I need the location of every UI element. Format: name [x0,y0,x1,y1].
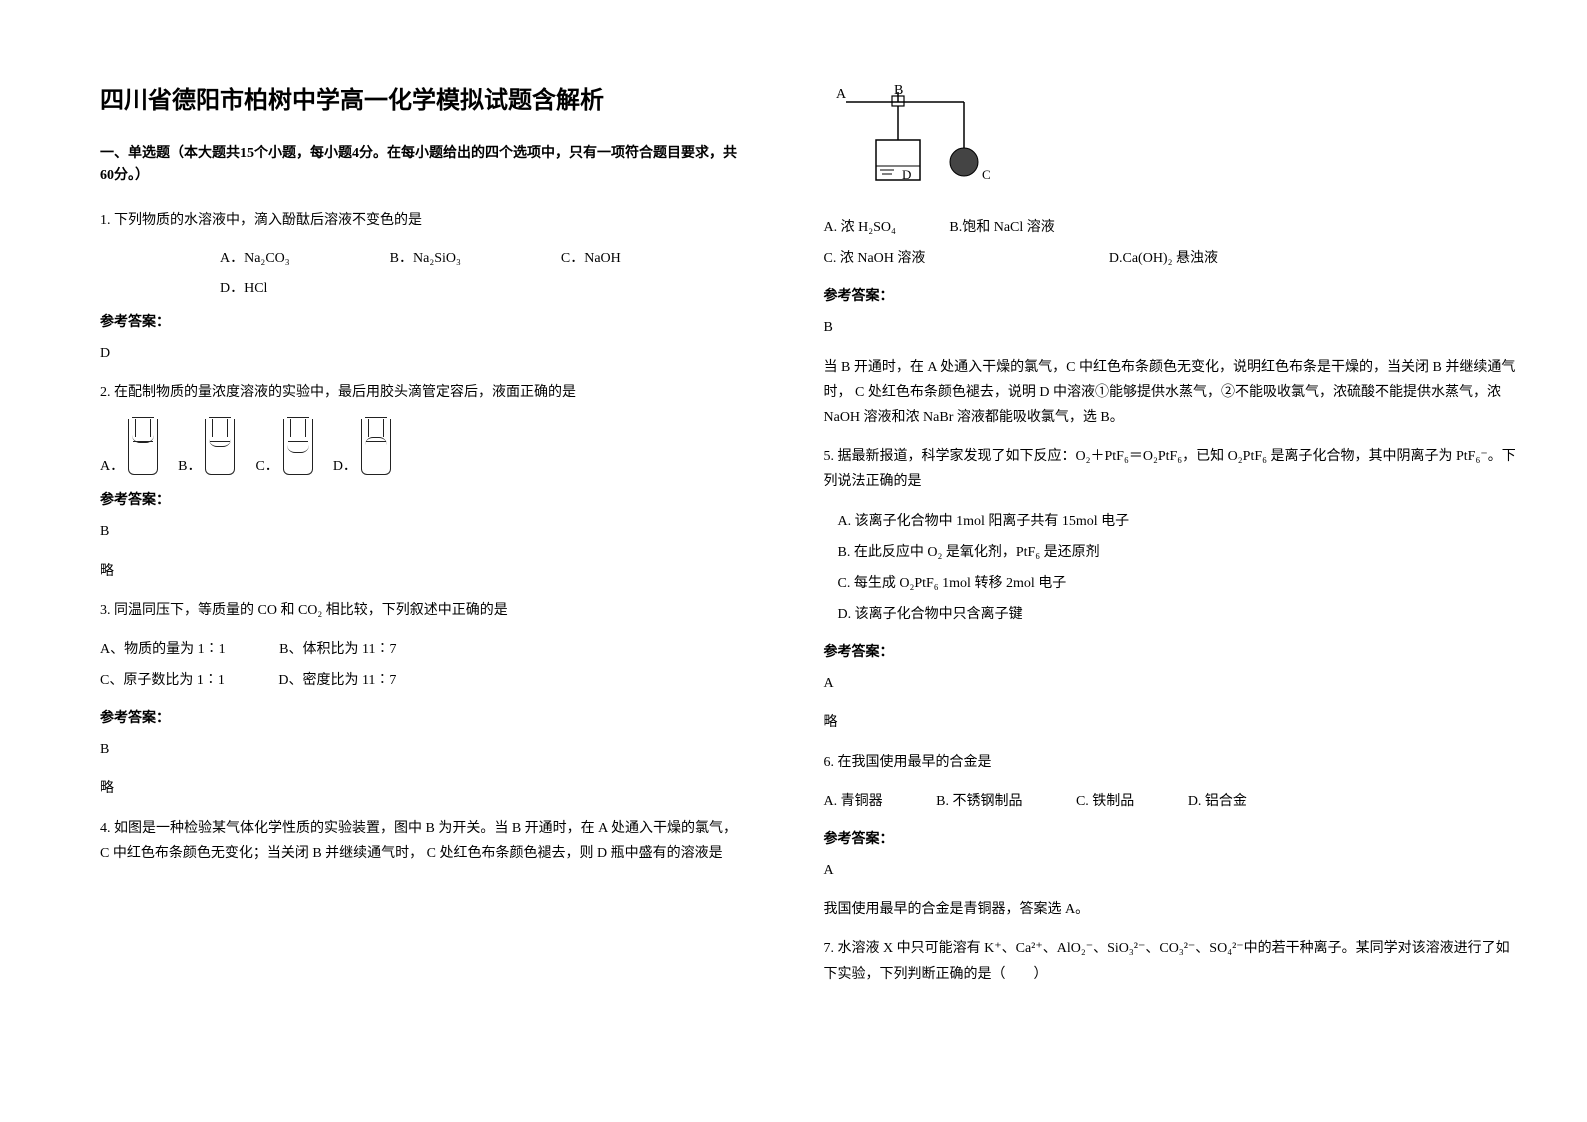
q4-optC: C. 浓 NaOH 溶液 [824,251,926,266]
flask-icon [205,419,235,475]
q3-ans-label: 参考答案： [100,707,744,727]
q3-optA: A、物质的量为 1∶1 [100,642,226,657]
q6-stem: 6. 在我国使用最早的合金是 [824,750,1518,775]
q4-optD: D.Ca(OH)₂ 悬浊液 [1109,251,1218,266]
q5-stem: 5. 据最新报道，科学家发现了如下反应：O₂＋PtF₆＝O₂PtF₆，已知 O₂… [824,444,1518,494]
q3-optD: D、密度比为 11∶7 [278,673,396,688]
diagram-label-A: A [836,87,847,102]
flask-icon [283,419,313,475]
page-title: 四川省德阳市柏树中学高一化学模拟试题含解析 [100,80,744,115]
q4-row2: C. 浓 NaOH 溶液 D.Ca(OH)₂ 悬浊液 [824,246,1518,271]
q6-optC: C. 铁制品 [1076,794,1134,809]
q3-stem: 3. 同温同压下，等质量的 CO 和 CO₂ 相比较，下列叙述中正确的是 [100,598,744,623]
q1-optB: B．Na₂SiO₃ [390,247,461,267]
q7-stem: 7. 水溶液 X 中只可能溶有 K⁺、Ca²⁺、AlO₂⁻、SiO₃²⁻、CO₃… [824,936,1518,986]
q6-options: A. 青铜器 B. 不锈钢制品 C. 铁制品 D. 铝合金 [824,789,1518,814]
q5-optD: D. 该离子化合物中只含离子键 [838,602,1518,627]
right-column: A B D C A. 浓 H₂SO₄ B.饱和 NaCl 溶液 C. 浓 NaO… [794,0,1587,1122]
q5-optC: C. 每生成 O₂PtF₆ 1mol 转移 2mol 电子 [838,571,1518,596]
q3-optC: C、原子数比为 1∶1 [100,673,225,688]
q4-row1: A. 浓 H₂SO₄ B.饱和 NaCl 溶液 [824,215,1518,240]
q6-optD: D. 铝合金 [1188,794,1247,809]
q2-labB: B． [178,455,201,475]
q2-note: 略 [100,559,744,584]
q3-ans: B [100,737,744,762]
q6-ans-label: 参考答案： [824,828,1518,848]
q4-stem: 4. 如图是一种检验某气体化学性质的实验装置，图中 B 为开关。当 B 开通时，… [100,816,744,866]
flask-icon [361,419,391,475]
q2-flask-D: D． [333,419,391,475]
q1-stem: 1. 下列物质的水溶液中，滴入酚酞后溶液不变色的是 [100,208,744,233]
q5-ans-label: 参考答案： [824,641,1518,661]
q3-row2: C、原子数比为 1∶1 D、密度比为 11∶7 [100,668,744,693]
q2-stem: 2. 在配制物质的量浓度溶液的实验中，最后用胶头滴管定容后，液面正确的是 [100,380,744,405]
q5-note: 略 [824,710,1518,735]
q5-optA: A. 该离子化合物中 1mol 阳离子共有 15mol 电子 [838,509,1518,534]
q2-flask-A: A． [100,419,158,475]
q2-labA: A． [100,455,124,475]
q2-flask-B: B． [178,419,235,475]
q1-optC: C．NaOH [561,247,621,267]
q2-flask-row: A． B． C． D． [100,419,744,475]
q1-options-row1: A．Na₂CO₃ B．Na₂SiO₃ C．NaOH [220,247,744,267]
q5-ans: A [824,671,1518,696]
q6-ans: A [824,858,1518,883]
q1-ans: D [100,341,744,366]
q1-optA: A．Na₂CO₃ [220,247,290,267]
q3-optB: B、体积比为 11∶7 [279,642,396,657]
q4-diagram: A B D C [824,80,1004,190]
q1-ans-label: 参考答案： [100,311,744,331]
q4-ans: B [824,315,1518,340]
q6-optB: B. 不锈钢制品 [936,794,1022,809]
q4-optA: A. 浓 H₂SO₄ [824,220,896,235]
q2-flask-C: C． [255,419,312,475]
left-column: 四川省德阳市柏树中学高一化学模拟试题含解析 一、单选题（本大题共15个小题，每小… [0,0,794,1122]
flask-icon [128,419,158,475]
q4-ans-label: 参考答案： [824,285,1518,305]
q2-ans-label: 参考答案： [100,489,744,509]
q6-explain: 我国使用最早的合金是青铜器，答案选 A。 [824,897,1518,922]
diagram-label-D: D [902,167,911,182]
q4-optB: B.饱和 NaCl 溶液 [949,220,1054,235]
diagram-label-C: C [982,167,991,182]
q2-labD: D． [333,455,357,475]
q4-explain: 当 B 开通时，在 A 处通入干燥的氯气，C 中红色布条颜色无变化，说明红色布条… [824,355,1518,431]
q6-optA: A. 青铜器 [824,794,883,809]
q3-row1: A、物质的量为 1∶1 B、体积比为 11∶7 [100,637,744,662]
q5-optB: B. 在此反应中 O₂ 是氧化剂，PtF₆ 是还原剂 [838,540,1518,565]
q3-note: 略 [100,776,744,801]
q2-labC: C． [255,455,278,475]
q1-optD: D．HCl [220,277,744,297]
section-intro: 一、单选题（本大题共15个小题，每小题4分。在每小题给出的四个选项中，只有一项符… [100,143,744,188]
q2-ans: B [100,519,744,544]
